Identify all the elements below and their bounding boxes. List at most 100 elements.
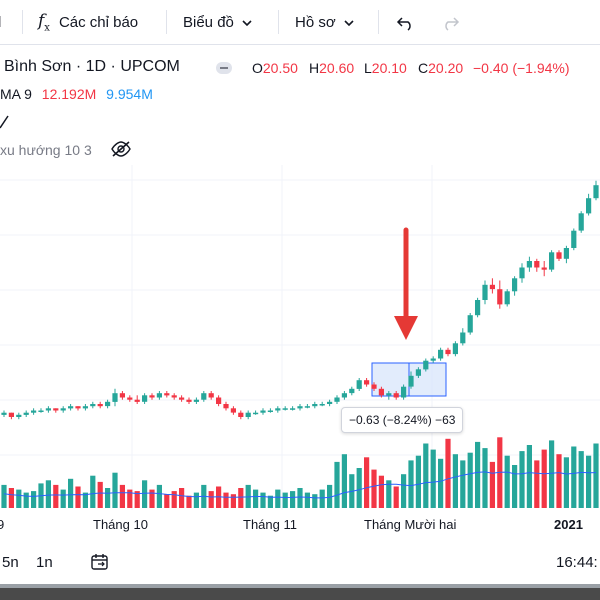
candle xyxy=(127,395,133,402)
volume-bar xyxy=(319,489,325,508)
volume-bar xyxy=(149,489,155,508)
toolbar-divider xyxy=(378,10,379,34)
volume-bar xyxy=(186,495,192,508)
volume-bar xyxy=(356,468,362,508)
clock-time[interactable]: 16:44: xyxy=(556,554,598,571)
candle-body xyxy=(105,401,111,407)
time-axis[interactable]: 9 Tháng 10 Tháng 11 Tháng Mười hai 2021 xyxy=(0,510,600,540)
time-label: 2021 xyxy=(554,517,583,532)
symbol-title[interactable]: Bình Sơn · 1D · UPCOM xyxy=(4,58,180,75)
volume-bar xyxy=(53,484,59,508)
undo-button[interactable] xyxy=(396,0,416,45)
volume-bar xyxy=(267,495,273,508)
candle xyxy=(149,393,155,400)
candle xyxy=(208,391,214,400)
candle xyxy=(415,367,421,378)
profile-button[interactable]: Hồ sơ xyxy=(295,0,354,45)
top-toolbar: l fx Các chỉ báo Biểu đồ Hồ sơ xyxy=(0,0,600,45)
candle-body xyxy=(8,412,14,417)
candle-body xyxy=(475,300,481,316)
volume-bar xyxy=(179,488,185,508)
candle xyxy=(563,245,569,264)
volume-bar xyxy=(31,491,37,508)
pencil-icon[interactable] xyxy=(0,112,10,130)
candle-body xyxy=(378,388,384,396)
ma-label: MA 9 xyxy=(0,86,32,102)
volume-bar xyxy=(423,443,429,508)
indicators-button[interactable]: fx Các chỉ báo xyxy=(38,11,139,34)
candle xyxy=(82,404,88,411)
volume-bars xyxy=(1,437,599,508)
candle xyxy=(327,399,333,407)
range-button-5y[interactable]: 5n xyxy=(2,554,19,571)
volume-bar xyxy=(142,480,148,508)
ohlc-open: O20.50 xyxy=(252,60,298,76)
volume-bar xyxy=(452,454,458,508)
volume-bar xyxy=(438,458,444,508)
volume-bar xyxy=(578,451,584,508)
candle-body xyxy=(290,408,296,410)
volume-bar xyxy=(519,451,525,508)
volume-bar xyxy=(327,484,333,508)
candle xyxy=(53,408,59,413)
down-arrow-annotation[interactable] xyxy=(394,227,418,340)
volume-bar xyxy=(415,455,421,508)
volume-bar xyxy=(75,486,81,508)
calendar-range-icon[interactable] xyxy=(90,552,110,576)
candle-body xyxy=(164,393,170,396)
volume-bar xyxy=(97,481,103,508)
collapse-icon[interactable] xyxy=(216,62,232,74)
measure-tooltip: −0.63 (−8.24%) −63 xyxy=(341,407,464,433)
redo-button[interactable] xyxy=(440,0,460,45)
candle xyxy=(319,401,325,407)
candle-body xyxy=(526,261,532,268)
candle-body xyxy=(541,267,547,270)
candle xyxy=(534,258,540,272)
candle xyxy=(142,393,148,404)
volume-bar xyxy=(504,455,510,508)
time-label: Tháng Mười hai xyxy=(364,517,457,532)
chevron-down-icon xyxy=(344,19,354,26)
candle xyxy=(193,397,199,404)
candle-body xyxy=(312,404,318,407)
volume-bar xyxy=(393,486,399,508)
candle xyxy=(467,313,473,335)
candle-body xyxy=(282,408,288,410)
candle-body xyxy=(341,393,347,398)
candle-body xyxy=(186,399,192,402)
candle xyxy=(445,347,451,357)
chart-type-button[interactable]: Biểu đồ xyxy=(183,0,252,45)
volume-bar xyxy=(430,449,436,508)
candle-body xyxy=(578,213,584,231)
volume-bar xyxy=(534,460,540,508)
volume-bar xyxy=(312,494,318,508)
candle xyxy=(201,391,207,402)
candle-body xyxy=(430,358,436,361)
volume-bar xyxy=(171,491,177,508)
candle-body xyxy=(90,404,96,407)
candle xyxy=(556,250,562,261)
candle xyxy=(452,341,458,357)
volume-bar xyxy=(586,455,592,508)
candle xyxy=(60,406,66,413)
candle-body xyxy=(75,406,81,409)
volume-bar xyxy=(445,438,451,508)
volume-bar xyxy=(563,457,569,508)
candle-body xyxy=(534,261,540,268)
volume-bar xyxy=(304,492,310,508)
candle xyxy=(75,406,81,411)
eye-off-icon[interactable] xyxy=(110,140,132,158)
candlesticks xyxy=(1,180,599,420)
volume-ma-legend: MA 9 12.192M 9.954M xyxy=(0,86,159,102)
price-chart[interactable] xyxy=(0,0,600,510)
toolbar-partial-item[interactable]: l xyxy=(0,0,1,45)
volume-bar xyxy=(193,492,199,508)
ohlc-low: L20.10 xyxy=(364,60,407,76)
volume-bar xyxy=(593,443,599,508)
candle xyxy=(112,388,118,407)
candle xyxy=(312,401,318,409)
toolbar-divider xyxy=(166,10,167,34)
candle xyxy=(482,280,488,305)
range-button-1y[interactable]: 1n xyxy=(36,554,53,571)
candle xyxy=(541,261,547,277)
